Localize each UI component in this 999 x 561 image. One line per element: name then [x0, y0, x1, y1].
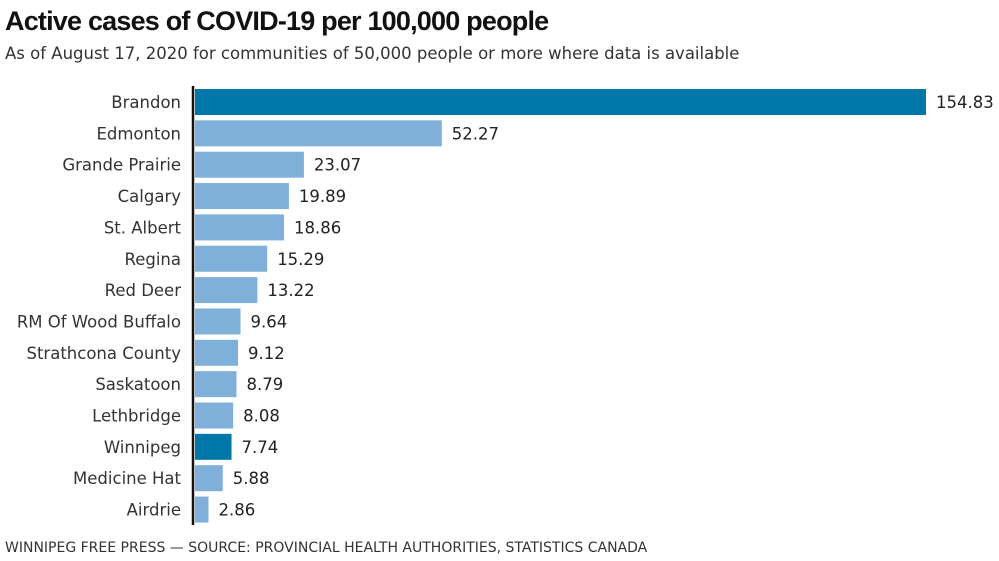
- category-label: Strathcona County: [26, 344, 181, 363]
- category-label: Saskatoon: [95, 375, 181, 394]
- category-label: Edmonton: [96, 124, 181, 143]
- bar-regina: [195, 245, 268, 272]
- category-label: Calgary: [118, 187, 182, 206]
- value-label: 154.83: [936, 93, 994, 112]
- chart-subtitle: As of August 17, 2020 for communities of…: [5, 44, 740, 63]
- category-label: Brandon: [111, 93, 181, 112]
- category-label: RM Of Wood Buffalo: [17, 312, 181, 331]
- category-label: Medicine Hat: [73, 469, 181, 488]
- category-label: Regina: [124, 250, 181, 269]
- category-label: Airdrie: [127, 501, 181, 520]
- bar-airdrie: [195, 496, 209, 523]
- value-label: 52.27: [452, 124, 499, 143]
- value-label: 15.29: [277, 250, 324, 269]
- source-credit: WINNIPEG FREE PRESS — SOURCE: PROVINCIAL…: [5, 540, 648, 556]
- value-label: 23.07: [314, 156, 361, 175]
- value-label: 2.86: [219, 501, 256, 520]
- bar-saskatoon: [195, 371, 237, 398]
- chart-title: Active cases of COVID-19 per 100,000 peo…: [5, 6, 549, 36]
- category-label: Grande Prairie: [62, 156, 181, 175]
- value-label: 13.22: [267, 281, 314, 300]
- bar-calgary: [195, 183, 289, 210]
- value-label: 19.89: [299, 187, 346, 206]
- bar-rm-of-wood-buffalo: [195, 308, 241, 335]
- bar-winnipeg: [195, 433, 232, 460]
- category-label: Lethbridge: [92, 407, 181, 426]
- value-label: 18.86: [294, 218, 341, 237]
- bar-brandon: [195, 89, 926, 115]
- bar-strathcona-county: [195, 339, 239, 366]
- bar-lethbridge: [195, 402, 234, 429]
- bar-grande-prairie: [195, 151, 304, 178]
- value-label: 8.79: [247, 375, 284, 394]
- bar-medicine-hat: [195, 465, 223, 492]
- category-label: Winnipeg: [104, 438, 181, 457]
- value-label: 5.88: [233, 469, 270, 488]
- bar-red-deer: [195, 277, 258, 304]
- value-label: 9.64: [251, 312, 288, 331]
- value-label: 7.74: [242, 438, 279, 457]
- value-label: 9.12: [248, 344, 285, 363]
- value-label: 8.08: [243, 407, 280, 426]
- bar-st-albert: [195, 214, 285, 241]
- category-label: St. Albert: [104, 218, 182, 237]
- category-label: Red Deer: [105, 281, 182, 300]
- bar-edmonton: [195, 120, 442, 147]
